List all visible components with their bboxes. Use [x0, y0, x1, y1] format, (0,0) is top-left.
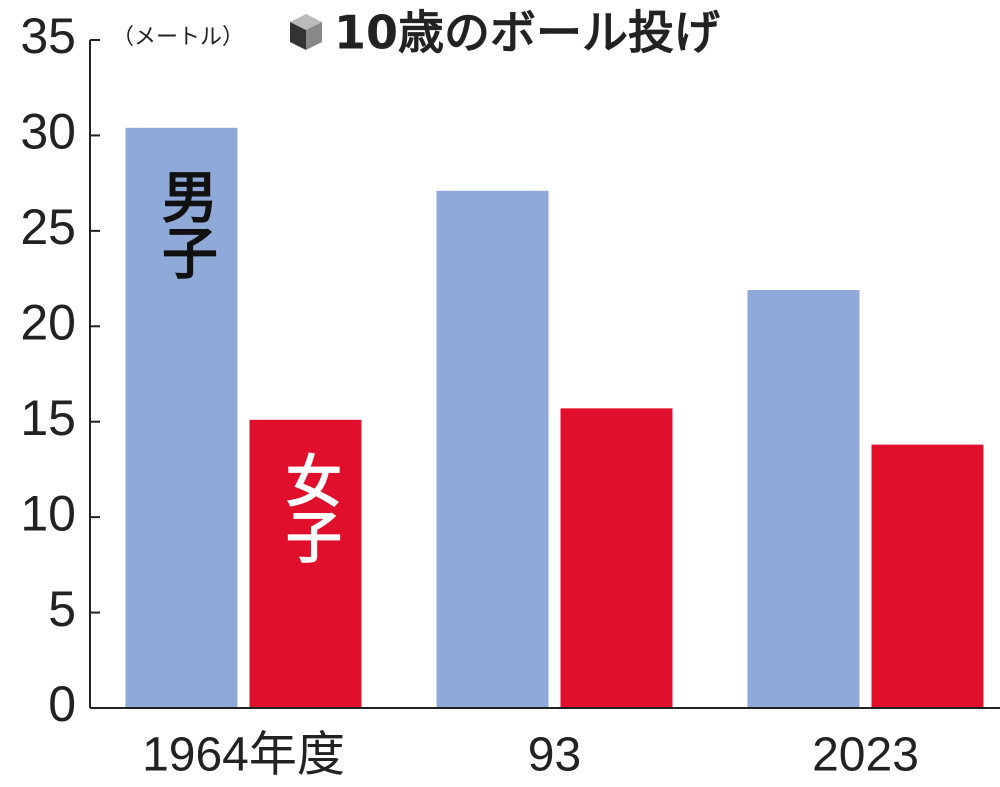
legend-label: 女子 [276, 452, 341, 564]
y-tick-label: 35 [20, 8, 76, 64]
bar [871, 444, 984, 708]
bar [436, 190, 549, 708]
x-tick-label: 1964年度 [142, 729, 345, 782]
x-tick-label: 2023 [812, 729, 919, 782]
y-tick-label: 25 [20, 199, 76, 255]
title-icon [290, 14, 322, 50]
bar [560, 408, 673, 708]
legend-label: 男子 [152, 168, 217, 280]
y-tick-label: 0 [48, 676, 76, 732]
y-tick-label: 5 [48, 581, 76, 637]
y-tick-label: 30 [20, 104, 76, 160]
x-tick-label: 93 [528, 729, 581, 782]
chart-title: 10歳のボール投げ [334, 6, 720, 60]
bar [125, 127, 238, 708]
bar [249, 419, 362, 708]
y-tick-label: 20 [20, 294, 76, 350]
y-tick-label: 15 [20, 390, 76, 446]
y-axis-unit: （メートル） [112, 25, 244, 50]
y-tick-label: 10 [20, 485, 76, 541]
bar [747, 290, 860, 708]
